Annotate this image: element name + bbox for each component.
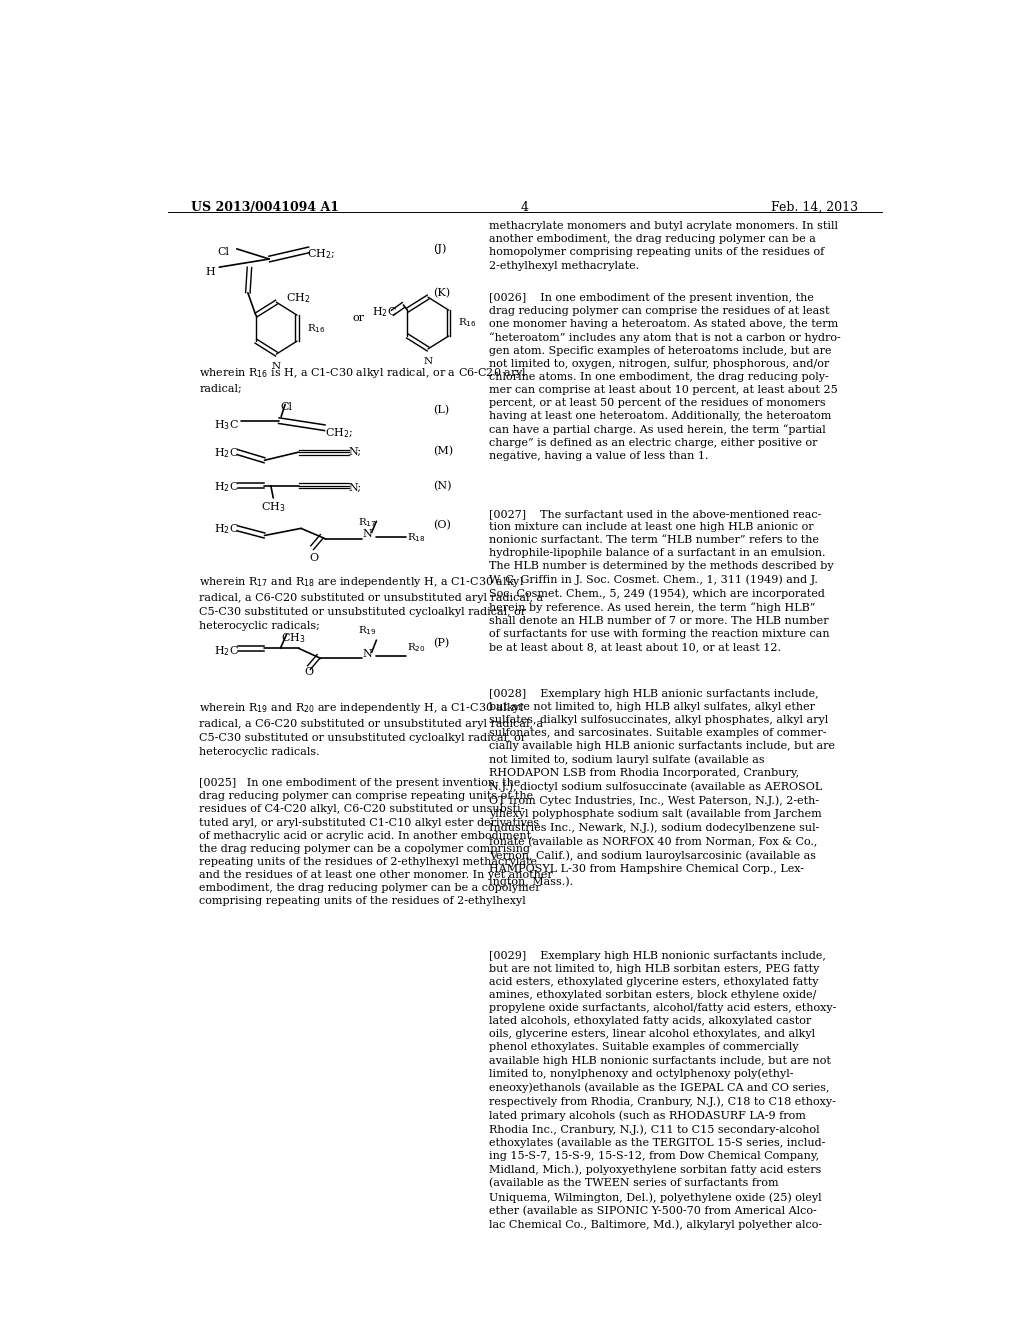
Text: N;: N;	[348, 483, 361, 492]
Text: or: or	[352, 313, 365, 323]
Text: US 2013/0041094 A1: US 2013/0041094 A1	[191, 201, 340, 214]
Text: (O): (O)	[433, 520, 452, 531]
Text: R$_{17}$: R$_{17}$	[358, 516, 377, 529]
Text: [0026]    In one embodiment of the present invention, the
drag reducing polymer : [0026] In one embodiment of the present …	[489, 293, 841, 461]
Text: O: O	[304, 667, 313, 677]
Text: O: O	[309, 553, 318, 562]
Text: (K): (K)	[433, 288, 451, 298]
Text: H$_2$C: H$_2$C	[214, 523, 239, 536]
Text: Cl: Cl	[281, 403, 293, 412]
Text: R$_{16}$: R$_{16}$	[458, 317, 477, 330]
Text: H$_2$C: H$_2$C	[214, 480, 239, 495]
Text: [0028]    Exemplary high HLB anionic surfactants include,
but are not limited to: [0028] Exemplary high HLB anionic surfac…	[489, 689, 836, 887]
Text: (L): (L)	[433, 405, 450, 416]
Text: (J): (J)	[433, 244, 446, 255]
Text: N: N	[271, 362, 281, 371]
Text: wherein R$_{17}$ and R$_{18}$ are independently H, a C1-C30 alkyl
radical, a C6-: wherein R$_{17}$ and R$_{18}$ are indepe…	[200, 576, 544, 631]
Text: (M): (M)	[433, 446, 454, 457]
Text: (P): (P)	[433, 638, 450, 648]
Text: Feb. 14, 2013: Feb. 14, 2013	[771, 201, 858, 214]
Text: [0025]   In one embodiment of the present invention, the
drag reducing polymer c: [0025] In one embodiment of the present …	[200, 779, 553, 906]
Text: wherein R$_{16}$ is H, a C1-C30 alkyl radical, or a C6-C20 aryl
radical;: wherein R$_{16}$ is H, a C1-C30 alkyl ra…	[200, 366, 527, 393]
Text: N;: N;	[348, 447, 361, 457]
Text: CH$_2$;: CH$_2$;	[306, 248, 335, 261]
Text: R$_{16}$: R$_{16}$	[306, 322, 326, 334]
Text: H$_3$C: H$_3$C	[214, 418, 239, 433]
Text: N: N	[362, 529, 373, 540]
Text: H$_2$C: H$_2$C	[214, 446, 239, 459]
Text: N: N	[362, 649, 373, 660]
Text: CH$_2$: CH$_2$	[287, 292, 311, 305]
Text: N: N	[423, 358, 432, 366]
Text: H$_2$C: H$_2$C	[214, 644, 239, 659]
Text: (N): (N)	[433, 480, 452, 491]
Text: H: H	[205, 267, 215, 277]
Text: methacrylate monomers and butyl acrylate monomers. In still
another embodiment, : methacrylate monomers and butyl acrylate…	[489, 222, 838, 271]
Text: 4: 4	[521, 201, 528, 214]
Text: [0029]    Exemplary high HLB nonionic surfactants include,
but are not limited t: [0029] Exemplary high HLB nonionic surfa…	[489, 952, 837, 1230]
Text: Cl: Cl	[217, 247, 229, 257]
Text: wherein R$_{19}$ and R$_{20}$ are independently H, a C1-C30 alkyl
radical, a C6-: wherein R$_{19}$ and R$_{20}$ are indepe…	[200, 701, 544, 758]
Text: R$_{20}$: R$_{20}$	[408, 642, 426, 653]
Text: CH$_3$: CH$_3$	[261, 500, 286, 513]
Text: CH$_2$;: CH$_2$;	[325, 426, 353, 441]
Text: H$_2$C: H$_2$C	[373, 305, 397, 318]
Text: CH$_3$: CH$_3$	[281, 631, 305, 645]
Text: R$_{18}$: R$_{18}$	[408, 532, 426, 544]
Text: R$_{19}$: R$_{19}$	[358, 624, 377, 636]
Text: [0027]    The surfactant used in the above-mentioned reac-
tion mixture can incl: [0027] The surfactant used in the above-…	[489, 510, 834, 652]
